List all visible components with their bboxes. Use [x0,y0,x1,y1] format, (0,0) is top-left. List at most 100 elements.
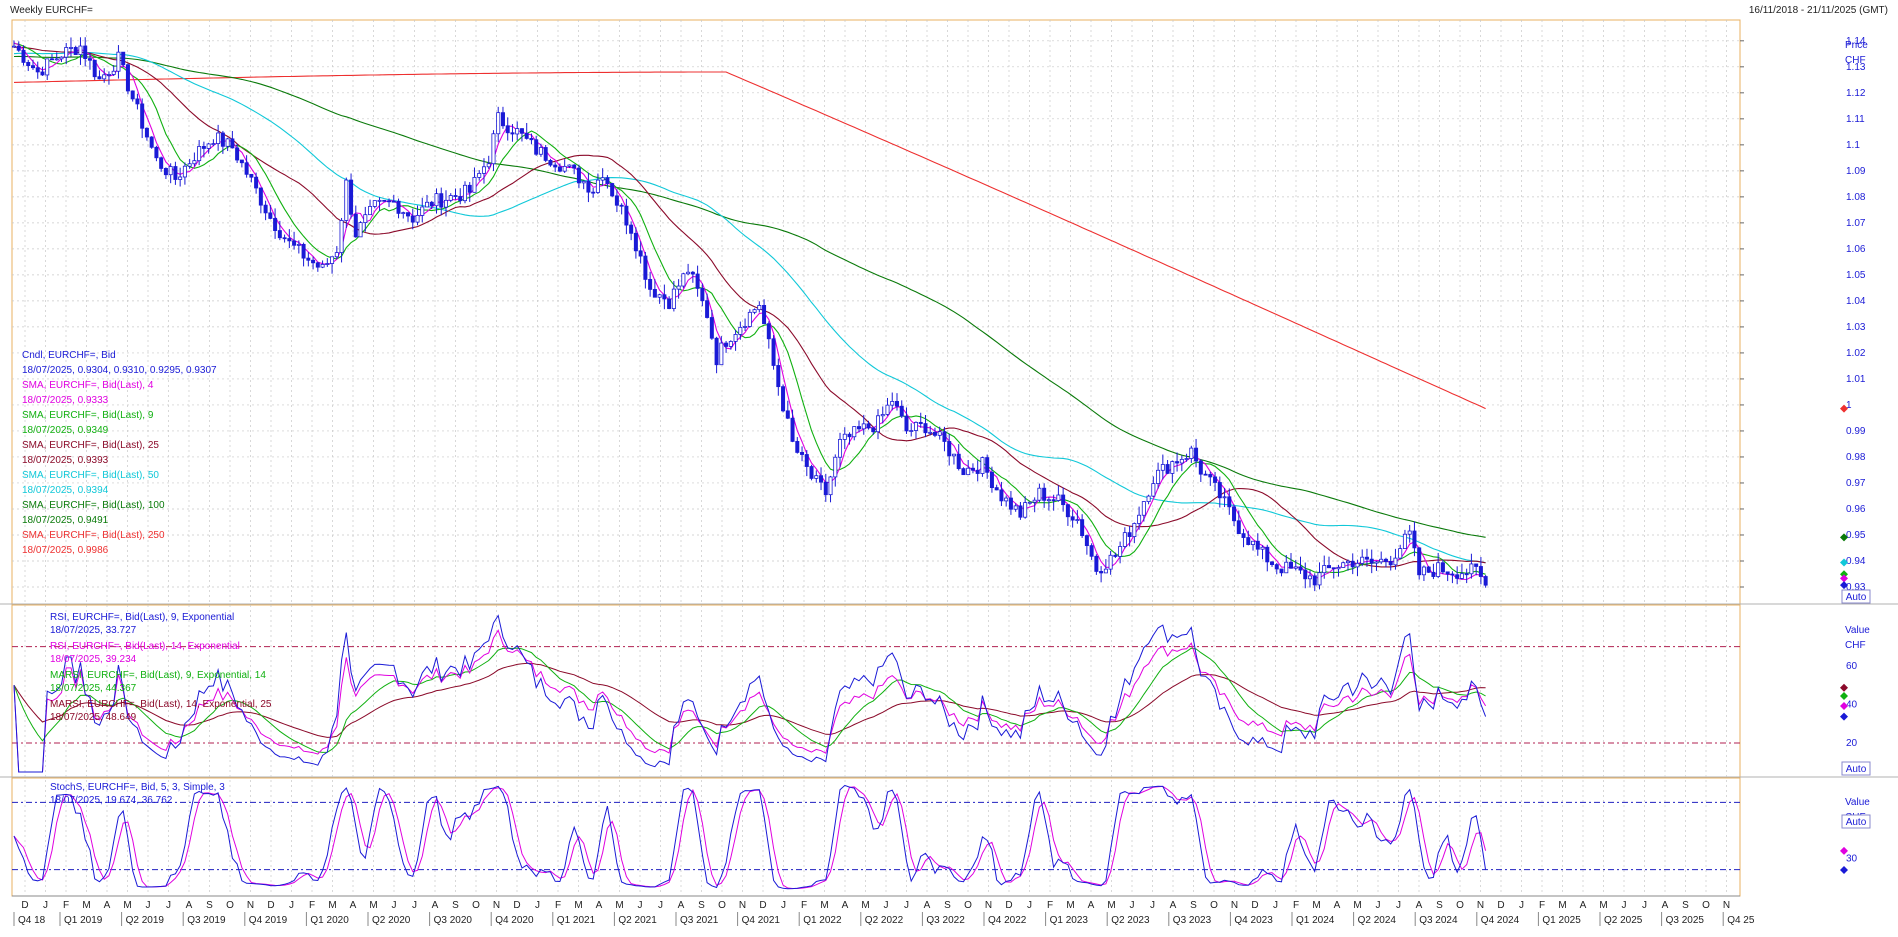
legend-sma50-value: 18/07/2025, 0.9394 [22,485,109,496]
candle-body [1469,563,1474,575]
candle-body [619,204,624,207]
candle-body [377,199,382,202]
candle-body [1099,571,1104,574]
price-auto-button[interactable]: Auto [1841,589,1871,604]
candle-body [187,163,192,167]
legend-sma250-value: 18/07/2025, 0.9986 [22,545,109,556]
candle-body [382,199,387,202]
candle-body [311,259,316,264]
x-quarter-label: Q2 2024 [1358,915,1397,926]
stoch-lines [13,784,1487,890]
x-month-label: S [1682,900,1689,911]
candle-body [586,180,591,193]
x-month-label: M [1312,900,1320,911]
candle-body [956,453,961,470]
x-month-label: F [1293,900,1299,911]
candle-body [1246,537,1251,545]
candle-body [572,164,577,169]
x-quarter-label: Q3 2022 [926,915,965,926]
candle-body [387,200,392,203]
candle-body [1445,571,1450,575]
candle-body [410,215,415,223]
candle-body [1270,561,1275,565]
candle-body [1322,565,1327,574]
candle-body [372,200,377,207]
x-month-label: N [493,900,500,911]
legend-stoch-value: 18/07/2025, 19.674, 36.762 [50,795,173,806]
candle-body [1160,464,1165,471]
rsi-tick-label: 20 [1846,738,1858,749]
candle-body [595,179,600,193]
candle-body [178,176,183,180]
legend-rsi9-label: RSI, EURCHF=, Bid(Last), 9, Exponential [50,612,234,623]
candle-body [1279,568,1284,574]
candle-body [282,237,287,240]
candle-body [1198,460,1203,475]
price-tick-label: 1.03 [1846,322,1866,333]
candle-body [951,453,956,457]
stoch-auto-button[interactable]: Auto [1841,814,1871,829]
candle-body [1298,566,1303,571]
legend-sma4-label: SMA, EURCHF=, Bid(Last), 4 [22,380,154,391]
x-month-label: M [574,900,582,911]
candle-body [1459,573,1464,579]
candle-body [510,132,515,135]
candle-body [738,326,743,335]
candle-body [116,51,121,72]
candle-body [989,471,994,489]
candle-body [159,157,164,169]
x-quarter-label: Q1 2025 [1542,915,1581,926]
candle-body [287,238,292,242]
x-quarter-label: Q4 25 [1727,915,1755,926]
candle-body [491,133,496,165]
candle-body [244,162,249,175]
candle-body [1122,532,1127,547]
legend-sma100-label: SMA, EURCHF=, Bid(Last), 100 [22,500,165,511]
candle-body [391,200,396,203]
candle-body [505,125,510,134]
candle-body [1360,556,1365,564]
svg-text:Auto: Auto [1846,764,1867,775]
candle-body [1151,483,1156,497]
candle-body [904,415,909,432]
candle-body [1379,558,1384,563]
candle-body [106,74,111,76]
svg-text:Auto: Auto [1846,592,1867,603]
x-month-label: A [596,900,603,911]
candle-body [439,193,444,208]
candle-body [486,163,491,168]
candle-body [994,487,999,491]
candle-body [785,410,790,419]
candle-body [970,467,975,471]
candle-body [842,433,847,440]
sma9-line [13,42,1486,575]
x-quarter-label: Q1 2024 [1296,915,1335,926]
x-month-label: J [1519,900,1524,911]
x-month-label: N [1723,900,1730,911]
x-month-label: F [63,900,69,911]
candle-body [40,71,45,76]
candle-body [1293,566,1298,569]
x-month-label: A [1334,900,1341,911]
rsi-auto-button[interactable]: Auto [1841,761,1871,776]
stoch-d-line [13,785,1487,889]
x-month-label: A [1416,900,1423,911]
candle-body [230,138,235,149]
x-quarter-label: Q4 2020 [495,915,534,926]
x-month-label: D [21,900,28,911]
legend-candle-label: Cndl, EURCHF=, Bid [22,350,116,361]
candle-body [277,230,282,239]
candle-body [861,423,866,430]
legend-sma9-label: SMA, EURCHF=, Bid(Last), 9 [22,410,154,421]
candle-body [1189,447,1194,459]
candle-body [443,199,448,208]
x-month-label: F [1539,900,1545,911]
candle-body [462,184,467,202]
candle-body [78,45,83,55]
candle-body [49,58,54,61]
legend-marsi14-label: MARSI, EURCHF=, Bid(Last), 14, Exponenti… [50,699,272,710]
candle-body [1127,532,1132,537]
x-month-label: J [1622,900,1627,911]
x-quarter-label: Q4 2021 [742,915,781,926]
candle-body [894,401,899,407]
